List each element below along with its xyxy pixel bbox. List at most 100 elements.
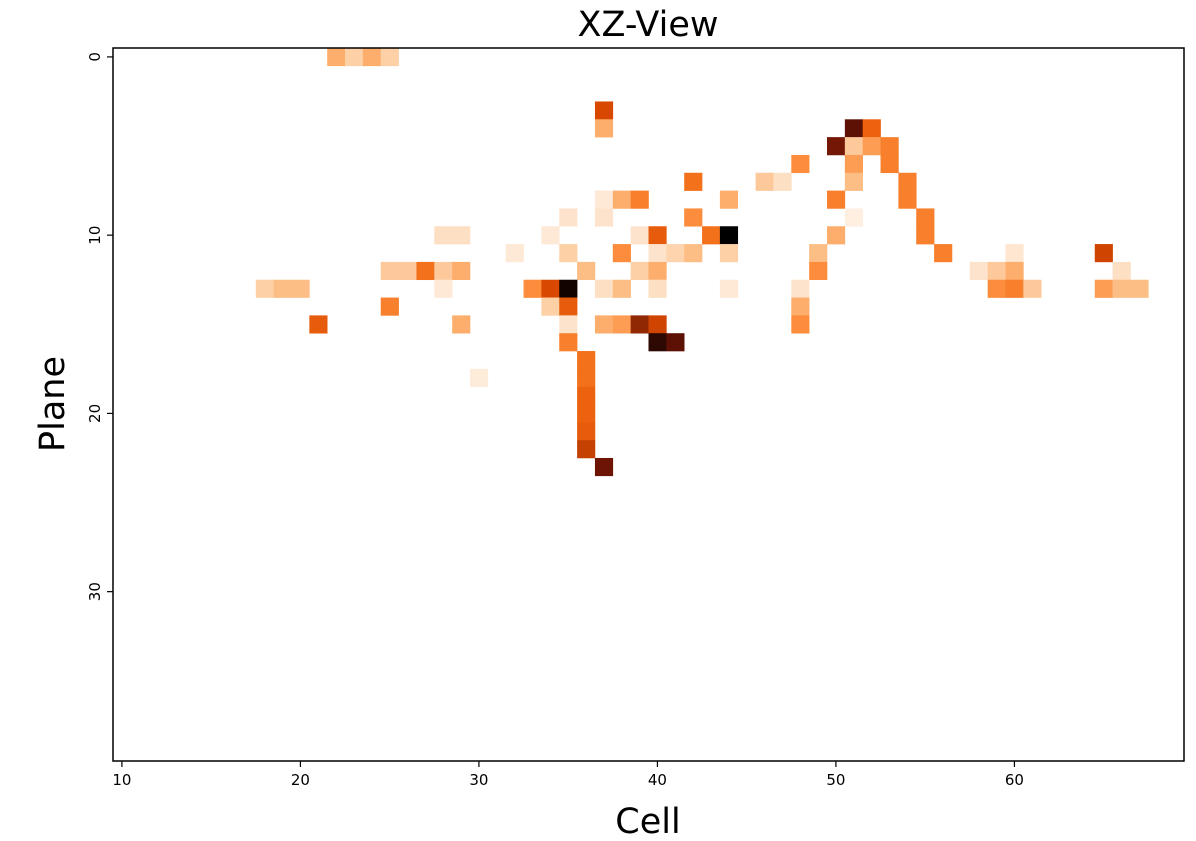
heatmap-cell bbox=[559, 208, 578, 227]
x-axis-label: Cell bbox=[615, 802, 680, 841]
heatmap-cell bbox=[434, 226, 453, 245]
heatmap-cell bbox=[827, 190, 846, 209]
heatmap-cell bbox=[559, 333, 578, 352]
heatmap-cell bbox=[594, 315, 614, 334]
heatmap-cell bbox=[666, 244, 685, 263]
x-tick-label: 60 bbox=[1005, 771, 1024, 789]
heatmap-cell bbox=[684, 244, 703, 263]
heatmap-cell bbox=[844, 172, 863, 191]
heatmap-cell bbox=[1094, 279, 1113, 298]
heatmap-cell bbox=[648, 226, 667, 245]
x-tick-label: 50 bbox=[826, 771, 845, 789]
heatmap-cell bbox=[684, 172, 703, 191]
heatmap-cell bbox=[594, 119, 614, 138]
heatmap-cell bbox=[362, 48, 382, 67]
heatmap-cell bbox=[844, 137, 863, 156]
x-tick-label: 10 bbox=[112, 771, 131, 789]
heatmap-cell bbox=[898, 190, 917, 209]
heatmap-cell bbox=[809, 244, 828, 263]
heatmap-cell bbox=[719, 244, 739, 263]
heatmap-cell bbox=[755, 172, 774, 191]
heatmap-cell bbox=[1094, 244, 1113, 263]
x-axis: 10 20 30 40 50 60 bbox=[112, 761, 1024, 789]
heatmap-cell bbox=[594, 457, 614, 477]
heatmap-cell bbox=[630, 190, 649, 209]
x-tick-label: 30 bbox=[469, 771, 488, 789]
heatmap-cell bbox=[594, 208, 614, 227]
heatmap-cell bbox=[684, 208, 703, 227]
heatmap-cell bbox=[380, 261, 399, 281]
y-tick-label: 30 bbox=[86, 582, 104, 601]
heatmap-cell bbox=[255, 279, 274, 298]
heatmap-cell bbox=[719, 226, 739, 245]
heatmap-cell bbox=[594, 190, 614, 209]
heatmap-cell bbox=[434, 279, 453, 298]
heatmap-cell bbox=[844, 208, 863, 227]
heatmap-cell bbox=[719, 279, 739, 298]
heatmap-cell bbox=[916, 208, 935, 227]
heatmap-cell bbox=[969, 261, 988, 281]
heatmap-cell bbox=[630, 315, 649, 334]
heatmap-cell bbox=[648, 244, 667, 263]
heatmap-cell bbox=[630, 261, 649, 281]
heatmap-cell bbox=[1005, 279, 1024, 298]
y-tick-label: 0 bbox=[86, 52, 104, 62]
heatmap-cell bbox=[559, 315, 578, 334]
heatmap-cell bbox=[648, 261, 667, 281]
y-axis-label: Plane bbox=[33, 356, 73, 452]
heatmap-cell bbox=[452, 315, 471, 334]
heatmap-cell bbox=[577, 404, 596, 423]
heatmap-cell bbox=[719, 190, 739, 209]
heatmap-cell bbox=[470, 368, 489, 387]
heatmap-cell bbox=[309, 315, 328, 334]
heatmap-cell bbox=[577, 351, 596, 370]
heatmap-cells bbox=[255, 48, 1149, 477]
heatmap-cell bbox=[791, 315, 810, 334]
y-axis: 0 10 20 30 bbox=[86, 52, 113, 601]
heatmap-cell bbox=[577, 386, 596, 405]
heatmap-cell bbox=[577, 261, 596, 281]
heatmap-cell bbox=[452, 226, 471, 245]
plot-frame bbox=[112, 47, 1185, 762]
heatmap-cell bbox=[1005, 244, 1024, 263]
heatmap-cell bbox=[345, 48, 364, 67]
heatmap-cell bbox=[380, 297, 399, 316]
x-tick-label: 40 bbox=[648, 771, 667, 789]
heatmap-cell bbox=[523, 279, 542, 298]
heatmap-cell bbox=[1023, 279, 1042, 298]
heatmap-cell bbox=[577, 368, 596, 387]
heatmap-cell bbox=[791, 279, 810, 298]
heatmap-cell bbox=[987, 261, 1006, 281]
heatmap-cell bbox=[791, 297, 810, 316]
heatmap-cell bbox=[916, 226, 935, 245]
heatmap-cell bbox=[273, 279, 292, 298]
heatmap-cell bbox=[594, 279, 614, 298]
heatmap-cell bbox=[702, 226, 721, 245]
heatmap-cell bbox=[880, 154, 899, 174]
heatmap-cell bbox=[612, 244, 631, 263]
heatmap-cell bbox=[1112, 261, 1131, 281]
heatmap-cell bbox=[559, 279, 578, 298]
heatmap-cell bbox=[416, 261, 435, 281]
heatmap-cell bbox=[380, 48, 399, 67]
heatmap-cell bbox=[1005, 261, 1024, 281]
heatmap-cell bbox=[1130, 279, 1149, 298]
heatmap-cell bbox=[291, 279, 310, 298]
heatmap-cell bbox=[648, 279, 667, 298]
y-tick-label: 20 bbox=[86, 404, 104, 423]
heatmap-cell bbox=[612, 315, 631, 334]
heatmap-cell bbox=[612, 279, 631, 298]
heatmap-cell bbox=[398, 261, 417, 281]
x-tick-label: 20 bbox=[291, 771, 310, 789]
heatmap-cell bbox=[559, 297, 578, 316]
heatmap-cell bbox=[612, 190, 631, 209]
heatmap-cell bbox=[505, 244, 524, 263]
heatmap-cell bbox=[541, 297, 560, 316]
heatmap-cell bbox=[452, 261, 471, 281]
heatmap-cell bbox=[880, 137, 899, 156]
heatmap-cell bbox=[594, 101, 614, 120]
heatmap-cell bbox=[559, 244, 578, 263]
heatmap-cell bbox=[541, 279, 560, 298]
heatmap-cell bbox=[630, 226, 649, 245]
